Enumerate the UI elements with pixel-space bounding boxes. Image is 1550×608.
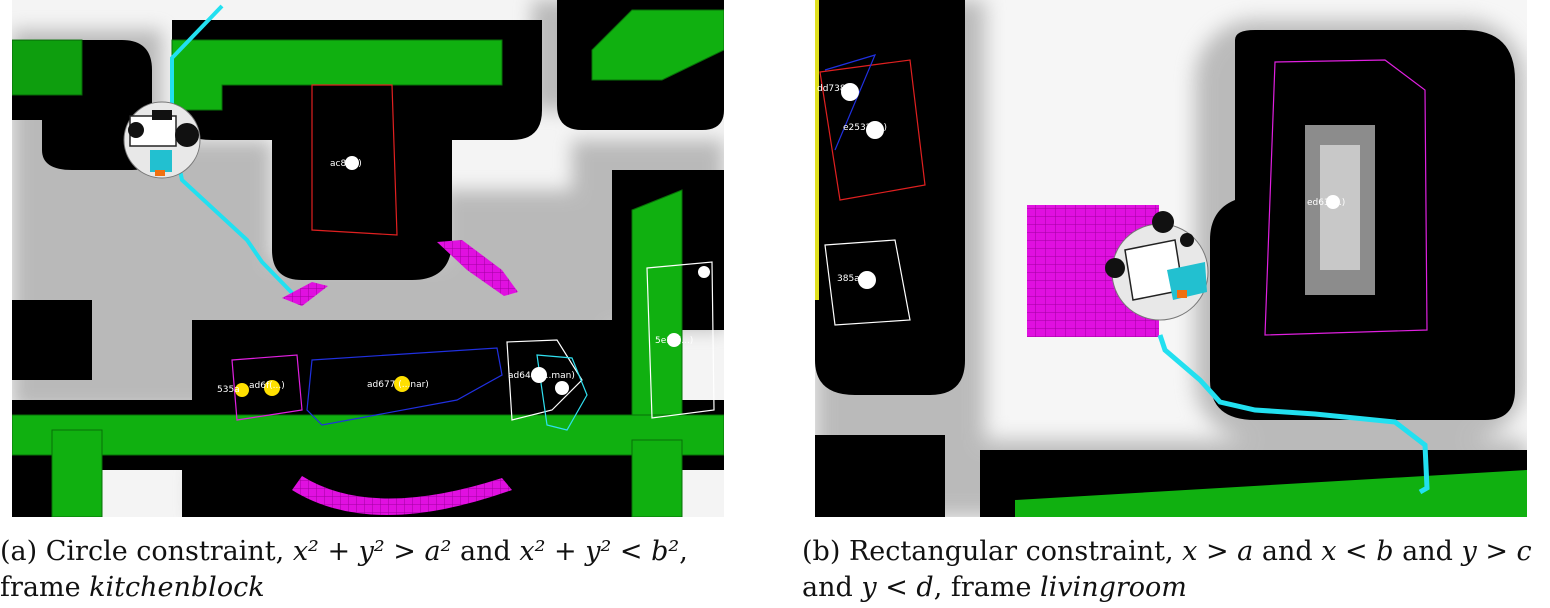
kitchen-map-view: ac8(...) 535a ad6f(...) ad677 (...nar) a… (12, 0, 724, 517)
caption-math: x < b (1321, 536, 1394, 567)
caption-frame-name: kitchenblock (89, 572, 265, 603)
object-markers (841, 83, 1340, 289)
object-label: ad677 (...nar) (367, 380, 429, 390)
caption-text: , frame (933, 572, 1032, 603)
caption-text: and (460, 536, 511, 567)
panel-b-image: dd738 e2532(...) ed63(...) 385a (815, 0, 1527, 517)
caption-tag: (b) (802, 536, 841, 567)
object-labels: dd738 e2532(...) ed63(...) 385a (817, 84, 1345, 284)
caption-text: and (802, 572, 853, 603)
furniture-blocks (12, 9, 724, 517)
object-label: ad6f(...) (249, 381, 285, 391)
livingroom-map-view: dd738 e2532(...) ed63(...) 385a (815, 0, 1527, 517)
robot-path (170, 4, 299, 300)
object-label: e2532(...) (843, 123, 887, 133)
caption-text: , frame (0, 536, 688, 603)
caption-b: (b) Rectangular constraint, x > a and x … (802, 534, 1550, 606)
object-labels: ac8(...) 535a ad6f(...) ad677 (...nar) a… (217, 159, 693, 395)
caption-math: x > a (1182, 536, 1254, 567)
object-label: dd738 (817, 84, 846, 94)
caption-math: y > c (1461, 536, 1532, 567)
caption-text: and (1261, 536, 1313, 567)
object-wireframes (819, 54, 1428, 336)
object-label: 5e10(...) (655, 336, 693, 346)
constraint-regions (282, 240, 518, 515)
object-wireframes (231, 84, 715, 431)
object-markers (235, 156, 710, 397)
caption-text: and (1402, 536, 1453, 567)
furniture-blocks (1015, 470, 1527, 517)
central-column (1305, 125, 1375, 295)
caption-tag: (a) (0, 536, 38, 567)
object-label: ed63(...) (1307, 198, 1345, 208)
robot-icon (123, 101, 201, 179)
robot-path (1157, 334, 1430, 495)
caption-text: Rectangular constraint, (848, 536, 1174, 567)
caption-math: y < d (861, 572, 934, 603)
object-label: ac8(...) (330, 159, 362, 169)
panel-a-image: ac8(...) 535a ad6f(...) ad677 (...nar) a… (12, 0, 724, 517)
yellow-edge (815, 0, 819, 300)
caption-frame-name: livingroom (1040, 572, 1187, 603)
robot-icon (1105, 211, 1209, 321)
caption-a: (a) Circle constraint, x² + y² > a² and … (0, 534, 770, 606)
object-label: 385a (837, 274, 860, 284)
caption-math: x² + y² > a² (292, 536, 452, 567)
caption-text: Circle constraint, (45, 536, 285, 567)
object-label: 535a (217, 385, 240, 395)
caption-math: x² + y² < b² (519, 536, 680, 567)
object-label: ad648 (...man) (508, 371, 575, 381)
